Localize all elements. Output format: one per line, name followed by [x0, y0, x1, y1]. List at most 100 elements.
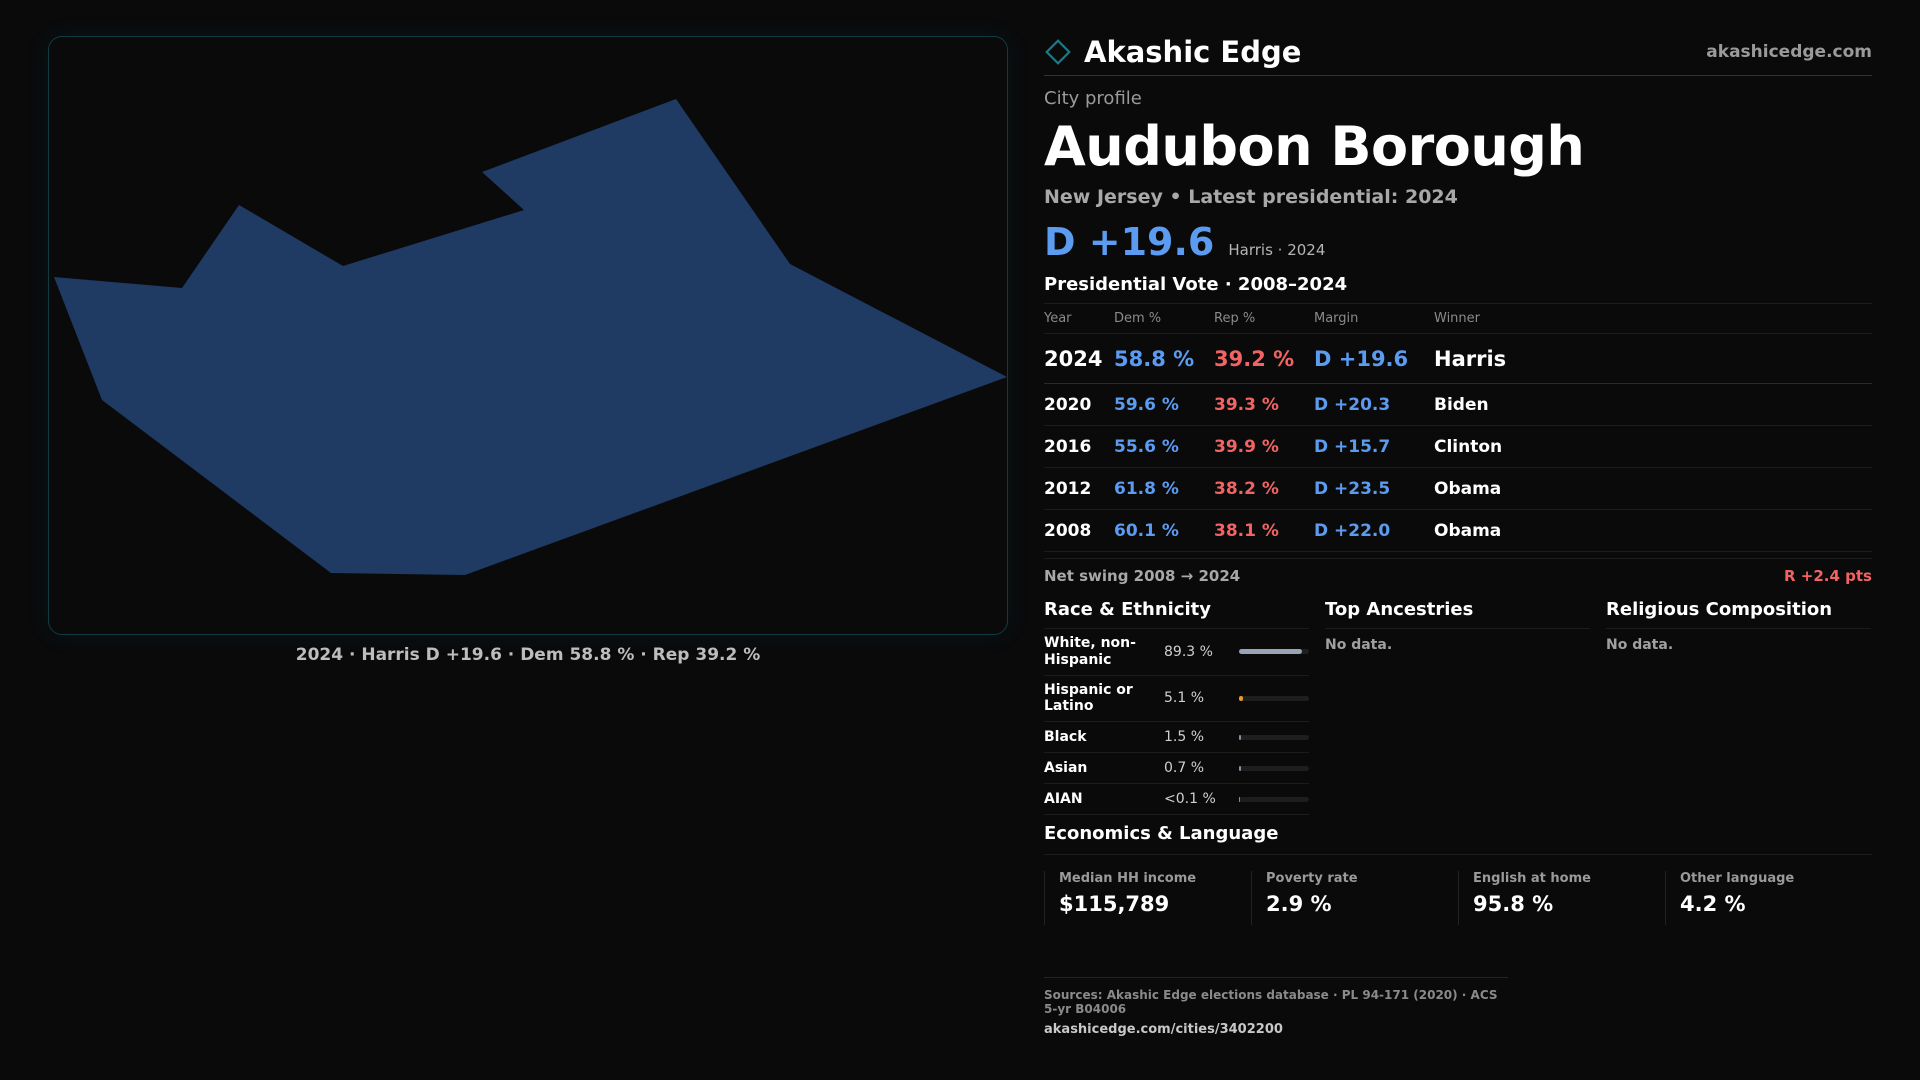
- race-bar-track: [1239, 695, 1309, 701]
- religion-section-title: Religious Composition: [1606, 599, 1871, 629]
- stat-value: 95.8 %: [1473, 892, 1554, 917]
- race-row: Asian 0.7 %: [1044, 753, 1309, 785]
- row-winner: Biden: [1434, 383, 1872, 426]
- economics-section-title: Economics & Language: [1044, 823, 1872, 856]
- row-rep: 38.1 %: [1214, 509, 1314, 552]
- headline-margin: D +19.6: [1044, 220, 1215, 264]
- row-margin: D +20.3: [1314, 383, 1434, 426]
- row-rep: 39.9 %: [1214, 425, 1314, 468]
- ancestries-section-title: Top Ancestries: [1325, 599, 1590, 629]
- table-row: 2012 61.8 % 38.2 % D +23.5 Obama: [1044, 467, 1872, 510]
- row-winner: Obama: [1434, 467, 1872, 510]
- headline-note: Harris · 2024: [1228, 241, 1326, 259]
- table-row: 2024 58.8 % 39.2 % D +19.6 Harris: [1044, 333, 1872, 384]
- row-winner: Harris: [1434, 333, 1872, 384]
- page-title: Audubon Borough: [1044, 115, 1585, 178]
- race-label: Black: [1044, 728, 1087, 745]
- stat-label: Median HH income: [1059, 871, 1197, 887]
- row-dem: 58.8 %: [1114, 333, 1214, 384]
- stat-label: English at home: [1473, 871, 1591, 887]
- row-year: 2008: [1044, 509, 1114, 552]
- brand-url-link[interactable]: akashicedge.com: [1706, 41, 1872, 62]
- vote-section-title: Presidential Vote · 2008–2024: [1044, 274, 1348, 295]
- map-panel[interactable]: [48, 36, 1008, 635]
- race-bar-fill: [1239, 649, 1302, 655]
- vote-table-header: Year Dem % Rep % Margin Winner: [1044, 303, 1872, 334]
- stat-value: $115,789: [1059, 892, 1170, 917]
- race-pct: 5.1 %: [1164, 690, 1205, 707]
- race-bar-track: [1239, 796, 1309, 802]
- row-rep: 39.3 %: [1214, 383, 1314, 426]
- page-subtitle: New Jersey • Latest presidential: 2024: [1044, 186, 1458, 208]
- map-caption: 2024 · Harris D +19.6 · Dem 58.8 % · Rep…: [295, 645, 761, 665]
- map-svg: [54, 99, 1007, 575]
- race-pct: 0.7 %: [1164, 760, 1205, 777]
- race-bar-track: [1239, 734, 1309, 740]
- net-swing-label: Net swing 2008 → 2024: [1044, 567, 1241, 585]
- brand-name: Akashic Edge: [1084, 34, 1302, 69]
- row-margin: D +15.7: [1314, 425, 1434, 468]
- header-year: Year: [1044, 303, 1114, 334]
- stat-label: Other language: [1680, 871, 1795, 887]
- vote-table: Year Dem % Rep % Margin Winner 2024 58.8…: [1044, 303, 1872, 552]
- sources-footer: Sources: Akashic Edge elections database…: [1044, 977, 1508, 1037]
- race-bar-fill: [1239, 765, 1241, 771]
- brand[interactable]: Akashic Edge: [1044, 35, 1301, 69]
- page-eyebrow: City profile: [1044, 88, 1142, 109]
- race-bar-track: [1239, 765, 1309, 771]
- race-row: AIAN <0.1 %: [1044, 784, 1309, 816]
- race-row: White, non-Hispanic 89.3 %: [1044, 629, 1309, 676]
- race-label: AIAN: [1044, 790, 1083, 807]
- race-pct: 89.3 %: [1164, 643, 1213, 660]
- net-swing-row: Net swing 2008 → 2024 R +2.4 pts: [1044, 558, 1872, 585]
- table-row: 2016 55.6 % 39.9 % D +15.7 Clinton: [1044, 425, 1872, 468]
- row-year: 2020: [1044, 383, 1114, 426]
- row-margin: D +19.6: [1314, 333, 1434, 384]
- race-bar-fill: [1239, 796, 1240, 802]
- row-dem: 59.6 %: [1114, 383, 1214, 426]
- race-pct: 1.5 %: [1164, 729, 1205, 746]
- net-swing-value: R +2.4 pts: [1784, 567, 1872, 585]
- header-winner: Winner: [1434, 303, 1872, 334]
- header-dem: Dem %: [1114, 303, 1214, 334]
- race-bar-fill: [1239, 695, 1243, 701]
- stat-value: 4.2 %: [1680, 892, 1746, 917]
- row-margin: D +22.0: [1314, 509, 1434, 552]
- row-dem: 61.8 %: [1114, 467, 1214, 510]
- stat-other-language: Other language 4.2 %: [1665, 871, 1872, 926]
- sources-url-link[interactable]: akashicedge.com/cities/3402200: [1044, 1022, 1283, 1038]
- row-year: 2016: [1044, 425, 1114, 468]
- diamond-logo-icon: [1045, 38, 1071, 65]
- ancestries-empty: No data.: [1325, 637, 1393, 653]
- row-dem: 55.6 %: [1114, 425, 1214, 468]
- sources-text: Sources: Akashic Edge elections database…: [1044, 988, 1498, 1017]
- header-rep: Rep %: [1214, 303, 1314, 334]
- ancestries-section: Top Ancestries No data.: [1325, 599, 1590, 815]
- stat-label: Poverty rate: [1266, 871, 1358, 887]
- race-bar-fill: [1239, 734, 1241, 740]
- row-rep: 39.2 %: [1214, 333, 1314, 384]
- religion-empty: No data.: [1606, 637, 1674, 653]
- row-year: 2012: [1044, 467, 1114, 510]
- table-row: 2020 59.6 % 39.3 % D +20.3 Biden: [1044, 383, 1872, 426]
- borough-boundary-shape[interactable]: [54, 99, 1007, 575]
- stat-english-at-home: English at home 95.8 %: [1458, 871, 1665, 926]
- race-list: White, non-Hispanic 89.3 % Hispanic or Lat…: [1044, 629, 1309, 816]
- profile-panel: Akashic Edge akashicedge.com City profil…: [1044, 32, 1872, 1037]
- row-rep: 38.2 %: [1214, 467, 1314, 510]
- religion-section: Religious Composition No data.: [1606, 599, 1871, 815]
- race-pct: <0.1 %: [1164, 791, 1216, 808]
- demographics-columns: Race & Ethnicity White, non-Hispanic 89.3…: [1044, 599, 1872, 816]
- economics-grid: Median HH income $115,789 Poverty rate 2…: [1044, 871, 1872, 926]
- stat-poverty-rate: Poverty rate 2.9 %: [1251, 871, 1458, 926]
- stat-median-income: Median HH income $115,789: [1044, 871, 1251, 926]
- stat-value: 2.9 %: [1266, 892, 1332, 917]
- race-section-title: Race & Ethnicity: [1044, 599, 1309, 629]
- race-row: Hispanic or Latino 5.1 %: [1044, 676, 1309, 723]
- row-year: 2024: [1044, 333, 1114, 384]
- race-ethnicity-section: Race & Ethnicity White, non-Hispanic 89.3…: [1044, 599, 1309, 816]
- race-label: Asian: [1044, 759, 1088, 776]
- brand-header: Akashic Edge akashicedge.com: [1044, 32, 1872, 76]
- row-margin: D +23.5: [1314, 467, 1434, 510]
- header-margin: Margin: [1314, 303, 1434, 334]
